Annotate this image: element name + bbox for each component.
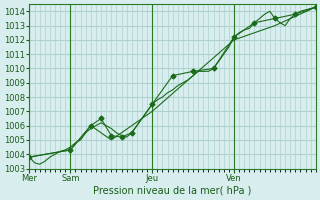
X-axis label: Pression niveau de la mer( hPa ): Pression niveau de la mer( hPa ) (93, 186, 252, 196)
